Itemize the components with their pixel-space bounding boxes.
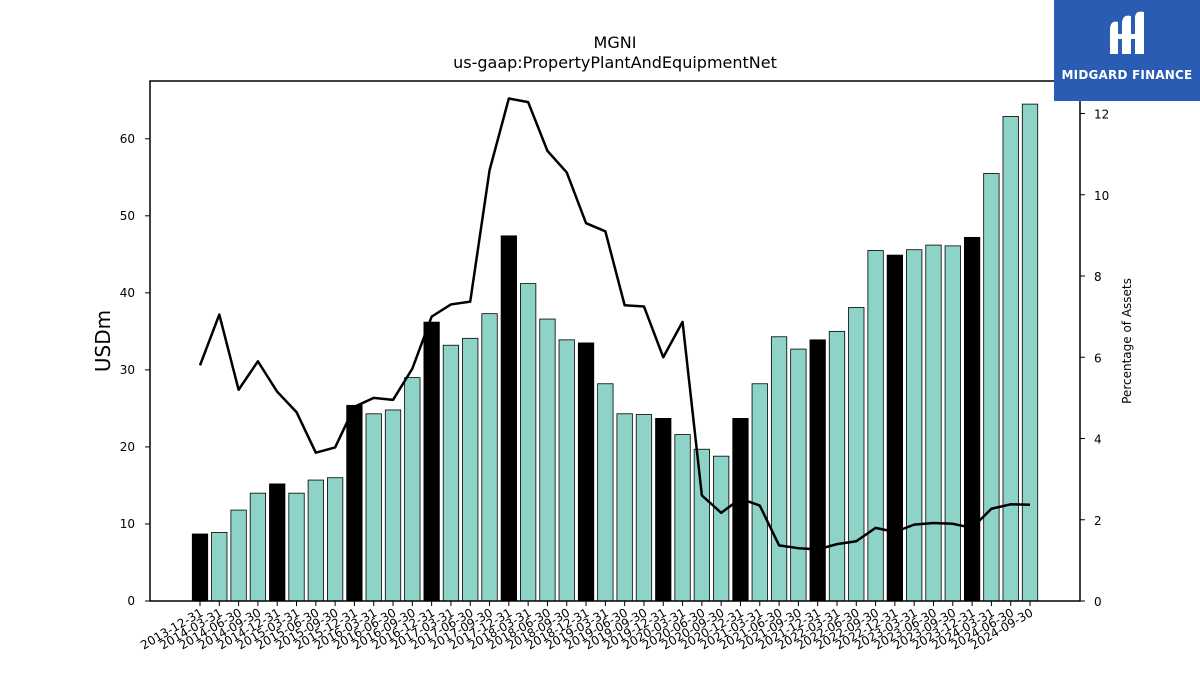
y2-tick-label: 2 bbox=[1094, 514, 1102, 528]
bar-2016-09-30 bbox=[404, 377, 421, 602]
bar-2022-12-31 bbox=[886, 254, 904, 602]
bar-2019-03-31 bbox=[597, 383, 614, 602]
bar-2017-09-30 bbox=[481, 313, 498, 602]
bar-2020-09-30 bbox=[713, 455, 730, 602]
bar-2013-12-31 bbox=[191, 533, 209, 602]
bar-2019-12-31 bbox=[655, 418, 672, 602]
bar-2014-06-30 bbox=[230, 509, 247, 602]
bar-2014-09-30 bbox=[249, 492, 267, 602]
bar-2015-09-30 bbox=[326, 477, 344, 602]
bar-2021-09-30 bbox=[790, 348, 807, 602]
bar-2024-03-31 bbox=[983, 173, 1000, 602]
bar-2015-06-30 bbox=[307, 479, 324, 602]
y-tick-label: 10 bbox=[120, 517, 135, 531]
y-tick-label: 40 bbox=[120, 286, 135, 300]
logo-text: MIDGARD FINANCE bbox=[1061, 68, 1193, 82]
y-tick-label: 0 bbox=[127, 594, 135, 608]
bar-2021-03-31 bbox=[751, 383, 768, 602]
chart-title: MGNI bbox=[594, 33, 637, 52]
bar-2022-09-30 bbox=[867, 250, 884, 602]
y-tick-label: 20 bbox=[120, 440, 135, 454]
y-tick-label: 50 bbox=[120, 209, 135, 223]
bar-2022-03-31 bbox=[828, 330, 846, 602]
bar-group bbox=[191, 103, 1039, 602]
y2-tick-label: 10 bbox=[1094, 189, 1109, 203]
bar-2016-06-30 bbox=[384, 409, 402, 602]
brand-logo: MIDGARD FINANCE bbox=[1054, 0, 1200, 101]
bar-2022-06-30 bbox=[848, 307, 865, 602]
bar-2023-12-31 bbox=[963, 236, 981, 602]
x-axis: 2013-12-312014-03-312014-06-302014-09-30… bbox=[138, 601, 1036, 652]
bar-2016-03-31 bbox=[365, 413, 382, 602]
bar-2018-06-30 bbox=[539, 318, 556, 602]
bar-2019-06-30 bbox=[616, 413, 633, 602]
logo-mark-icon bbox=[1110, 11, 1144, 55]
y2-tick-label: 0 bbox=[1094, 595, 1102, 609]
bar-2024-06-30 bbox=[1002, 116, 1019, 602]
bar-2015-03-31 bbox=[288, 492, 305, 602]
y2-tick-label: 12 bbox=[1094, 108, 1109, 122]
bar-2014-03-31 bbox=[211, 532, 228, 602]
bar-2024-09-30 bbox=[1021, 103, 1039, 602]
chart-subtitle: us-gaap:PropertyPlantAndEquipmentNet bbox=[453, 53, 777, 72]
y2-tick-label: 6 bbox=[1094, 351, 1102, 365]
bar-2020-06-30 bbox=[693, 448, 710, 602]
bar-2020-12-31 bbox=[732, 418, 749, 602]
bar-2018-03-31 bbox=[520, 283, 537, 602]
line-group bbox=[198, 97, 1031, 551]
bar-2014-12-31 bbox=[269, 483, 286, 602]
plot-frame bbox=[149, 80, 1081, 602]
bar-2017-06-30 bbox=[462, 337, 479, 602]
y-tick-label: 30 bbox=[120, 363, 135, 377]
y-axis-left: 0 10 20 30 40 50 60 bbox=[120, 132, 150, 608]
bar-2020-03-31 bbox=[674, 434, 691, 602]
y2-axis-label: Percentage of Assets bbox=[1120, 278, 1134, 404]
bar-2017-03-31 bbox=[442, 344, 460, 602]
bar-2016-12-31 bbox=[423, 321, 440, 602]
bar-2017-12-31 bbox=[500, 235, 517, 602]
y-axis-label: USDm bbox=[91, 310, 115, 372]
y2-tick-label: 8 bbox=[1094, 270, 1102, 284]
bar-2021-06-30 bbox=[770, 336, 788, 602]
bar-2015-12-31 bbox=[346, 404, 363, 602]
bar-2021-12-31 bbox=[809, 339, 826, 602]
bar-2018-09-30 bbox=[558, 339, 575, 602]
bar-2023-06-30 bbox=[925, 244, 942, 602]
y2-tick-label: 4 bbox=[1094, 433, 1102, 447]
y-axis-right: 0 2 4 6 8 10 12 bbox=[1080, 108, 1109, 609]
bar-2023-09-30 bbox=[944, 245, 961, 602]
bar-2019-09-30 bbox=[635, 414, 653, 602]
y-tick-label: 60 bbox=[120, 132, 135, 146]
bar-2018-12-31 bbox=[577, 342, 595, 602]
percent-assets-line bbox=[198, 97, 1031, 551]
bar-2023-03-31 bbox=[906, 249, 923, 602]
